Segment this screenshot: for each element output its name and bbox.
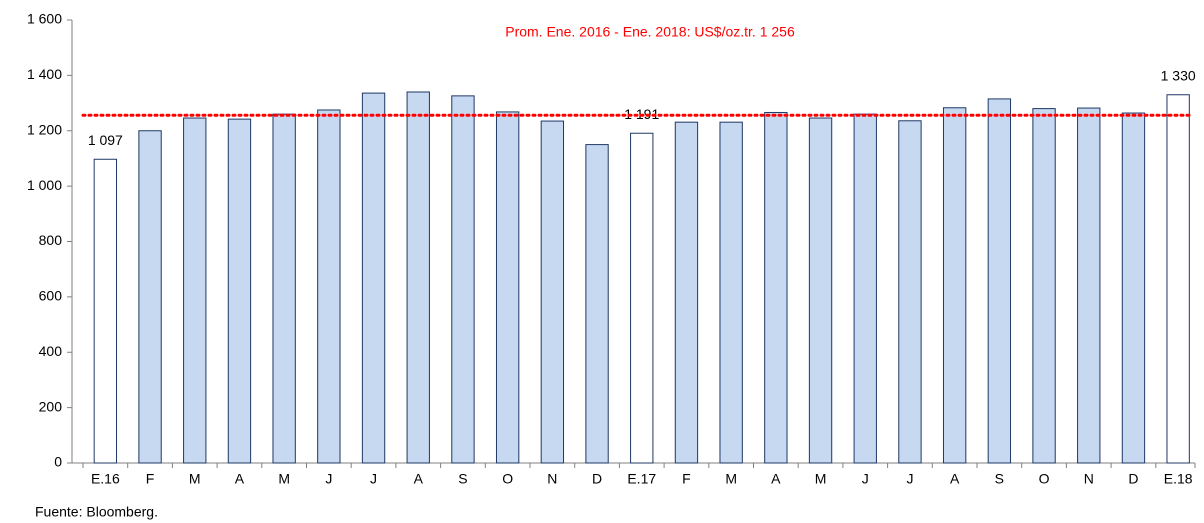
bar <box>630 132 654 464</box>
average-annotation: Prom. Ene. 2016 - Ene. 2018: US$/oz.tr. … <box>505 24 795 40</box>
y-tick-label: 600 <box>39 288 63 304</box>
bar <box>361 92 386 464</box>
bar <box>495 111 520 464</box>
y-tick-label: 1 600 <box>27 11 62 27</box>
x-tick-label: A <box>771 471 781 487</box>
bar <box>808 117 833 464</box>
bar <box>853 113 877 464</box>
bar <box>674 121 699 464</box>
bar <box>317 109 341 464</box>
x-tick-label: O <box>502 471 513 487</box>
bar <box>183 117 207 464</box>
x-tick-label: D <box>1128 471 1138 487</box>
x-tick-label: A <box>414 471 424 487</box>
value-label: 1 097 <box>88 132 123 148</box>
x-tick-label: A <box>235 471 245 487</box>
x-tick-label: O <box>1039 471 1050 487</box>
x-tick-label: J <box>906 471 913 487</box>
bar <box>942 107 967 464</box>
bar <box>1032 108 1056 464</box>
x-tick-label: E.16 <box>91 471 120 487</box>
x-tick-label: J <box>862 471 869 487</box>
bar <box>451 95 475 464</box>
bar <box>406 91 430 464</box>
x-tick-label: M <box>725 471 737 487</box>
y-tick-label: 1 200 <box>27 121 62 137</box>
x-tick-label: M <box>278 471 290 487</box>
x-tick-label: M <box>189 471 201 487</box>
bar <box>272 113 296 464</box>
x-tick-label: J <box>325 471 332 487</box>
x-tick-label: E.18 <box>1164 471 1193 487</box>
bar <box>1166 94 1190 464</box>
x-tick-label: M <box>815 471 827 487</box>
bar <box>227 118 252 464</box>
bar <box>987 98 1012 464</box>
y-tick-label: 0 <box>54 454 62 470</box>
x-tick-label: N <box>547 471 557 487</box>
y-tick-label: 1 000 <box>27 177 62 193</box>
bar <box>585 144 609 464</box>
bar <box>898 120 922 464</box>
bar <box>93 158 118 464</box>
bar <box>1121 112 1146 464</box>
x-tick-label: A <box>950 471 960 487</box>
x-tick-label: S <box>458 471 467 487</box>
x-tick-label: N <box>1084 471 1094 487</box>
bar <box>540 120 565 464</box>
y-tick-label: 1 400 <box>27 66 62 82</box>
x-tick-label: J <box>370 471 377 487</box>
bar <box>719 121 743 464</box>
x-tick-label: F <box>682 471 691 487</box>
y-tick-label: 800 <box>39 232 63 248</box>
x-tick-label: D <box>592 471 602 487</box>
x-tick-label: E.17 <box>627 471 656 487</box>
value-label: 1 330 <box>1161 67 1196 83</box>
bar <box>1077 107 1101 464</box>
y-tick-label: 200 <box>39 398 63 414</box>
bar <box>138 130 162 464</box>
y-tick-label: 400 <box>39 343 63 359</box>
source-note: Fuente: Bloomberg. <box>35 504 158 520</box>
x-tick-label: S <box>995 471 1004 487</box>
x-tick-label: F <box>146 471 155 487</box>
bar <box>764 111 788 464</box>
